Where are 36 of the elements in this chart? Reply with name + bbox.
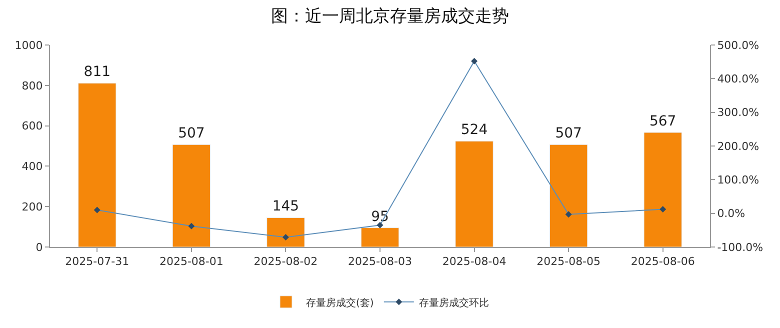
data-label: 507: [178, 126, 205, 142]
x-tick-label: 2025-08-03: [348, 255, 412, 268]
data-label: 507: [555, 126, 582, 142]
data-label: 145: [272, 198, 300, 215]
legend-label: 存量房成交(套): [306, 296, 374, 309]
x-tick-label: 2025-07-31: [65, 255, 130, 268]
y2-tick-label: 200.0%: [717, 140, 760, 153]
x-tick-label: 2025-08-01: [159, 255, 224, 268]
x-tick-label: 2025-08-06: [630, 255, 695, 268]
bar: [172, 144, 211, 247]
y2-tick-label: 500.0%: [717, 38, 760, 52]
x-tick-label: 2025-08-05: [536, 255, 601, 268]
y2-tick-label: -100.0%: [717, 240, 764, 254]
y2-tick-label: 0.0%: [717, 207, 746, 220]
bar: [455, 140, 494, 247]
x-tick-label: 2025-08-04: [442, 255, 506, 268]
bar: [549, 144, 588, 247]
y-tick-label: 400: [22, 160, 43, 174]
data-label: 524: [460, 122, 488, 138]
bar: [266, 217, 305, 247]
y-tick-label: 1000: [14, 38, 43, 52]
bar: [644, 132, 682, 247]
y-tick-label: 800: [22, 79, 43, 92]
chart-title: 图：近一周北京存量房成交走势: [271, 6, 509, 27]
data-label: 811: [84, 64, 111, 80]
x-tick-label: 2025-08-02: [254, 255, 318, 268]
y-tick-label: 600: [22, 120, 43, 133]
bar: [360, 228, 400, 247]
y2-tick-label: 400.0%: [717, 72, 760, 86]
y2-tick-label: 300.0%: [717, 106, 760, 120]
legend-label: 存量房成交环比: [418, 296, 489, 309]
data-label: 567: [649, 113, 676, 130]
y2-tick-label: 100.0%: [717, 174, 760, 187]
y-tick-label: 0: [36, 240, 43, 254]
y-tick-label: 200: [22, 200, 43, 214]
bar: [78, 82, 116, 247]
